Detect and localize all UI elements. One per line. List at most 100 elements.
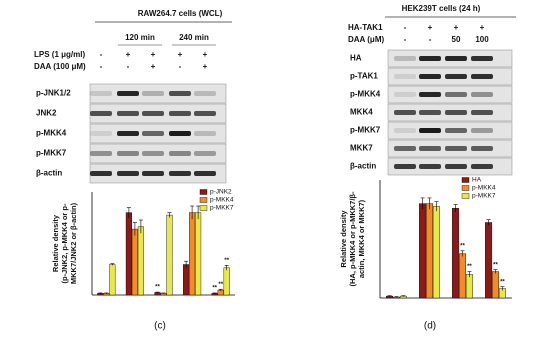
blot-band	[394, 110, 416, 115]
blot-band	[445, 74, 467, 79]
significance: **	[224, 258, 229, 264]
blot-row-label: p-MKK4	[36, 129, 67, 138]
blot-band	[445, 56, 467, 61]
lane-sign: 100	[475, 35, 489, 44]
lane-sign: +	[428, 23, 433, 32]
blot-row-label: p-MKK7	[350, 126, 381, 135]
blot-band	[419, 92, 441, 97]
bar	[137, 226, 144, 296]
bar	[459, 253, 467, 299]
blot-band	[445, 128, 467, 133]
blot-band	[419, 146, 441, 151]
blot-row-label: p-JNK1/2	[36, 89, 71, 98]
blot-band	[471, 164, 493, 169]
blot-band	[419, 110, 441, 115]
blot-row-label: MKK4	[350, 108, 373, 117]
time-label: 240 min	[179, 33, 209, 42]
blot-band	[117, 111, 139, 116]
blot-band	[117, 131, 139, 136]
blot-row-label: β-actin	[36, 169, 62, 178]
lane-sign: +	[126, 50, 131, 59]
blot-band	[394, 164, 416, 169]
blot-band	[117, 151, 139, 156]
lane-sign: +	[151, 50, 156, 59]
blot-band	[394, 92, 416, 97]
blot-band	[169, 91, 191, 96]
legend-label: p-JNK2	[210, 189, 232, 196]
blot-row-label: JNK2	[36, 109, 57, 118]
legend-swatch	[461, 193, 470, 199]
blot-band	[394, 74, 416, 79]
significance: **	[155, 285, 160, 291]
blot-band	[471, 56, 493, 61]
bar	[452, 208, 460, 299]
blot-band	[419, 164, 441, 169]
lane-sign: -	[100, 50, 103, 59]
blot-row-label: β-actin	[350, 162, 376, 171]
blot-strip	[89, 143, 227, 164]
blot-band	[90, 171, 112, 176]
blot-band	[90, 111, 112, 116]
legend-swatch	[199, 189, 208, 195]
bar	[189, 212, 196, 296]
bar	[109, 264, 116, 296]
legend-label: p-MKK7	[472, 193, 496, 200]
blot-row-label: p-TAK1	[350, 72, 378, 81]
blot-band	[90, 131, 112, 136]
lane-sign: -	[127, 62, 130, 71]
blot-row-label: p-MKK4	[350, 90, 381, 99]
bar	[125, 212, 132, 296]
legend-label: p-MKK7	[210, 205, 234, 212]
blot-band	[169, 131, 191, 136]
blot-band	[142, 111, 164, 116]
blot-band	[445, 92, 467, 97]
lane-sign: -	[429, 35, 432, 44]
legend-label: p-MKK4	[210, 197, 234, 204]
blot-band	[419, 128, 441, 133]
treatment-name: LPS (1 μg/ml)	[34, 50, 85, 59]
y-axis-label: Relative density	[51, 214, 60, 272]
lane-sign: +	[454, 23, 459, 32]
significance: **	[500, 279, 505, 285]
blot-row-label: MKK7	[350, 144, 373, 153]
blot-band	[117, 91, 139, 96]
blot-band	[142, 171, 164, 176]
blot-band	[394, 56, 416, 61]
blot-row-label: HA	[350, 54, 362, 63]
time-label: 120 min	[125, 33, 155, 42]
bar	[183, 264, 190, 296]
blot-band	[90, 91, 112, 96]
blot-band	[445, 146, 467, 151]
panel-label: (d)	[424, 321, 436, 332]
cell-line: HEK239T cells (24 h)	[402, 4, 481, 13]
blot-band	[142, 151, 164, 156]
lane-sign: +	[480, 23, 485, 32]
blot-band	[471, 110, 493, 115]
blot-band	[169, 171, 191, 176]
bar	[426, 203, 434, 299]
blot-band	[194, 131, 216, 136]
lane-sign: -	[404, 35, 407, 44]
blot-band	[194, 111, 216, 116]
legend-swatch	[199, 205, 208, 211]
blot-band	[142, 131, 164, 136]
bar	[432, 206, 440, 299]
blot-band	[471, 146, 493, 151]
significance: **	[218, 282, 223, 288]
blot-band	[471, 92, 493, 97]
blot-band	[169, 151, 191, 156]
blot-band	[142, 91, 164, 96]
y-axis-label: (p-JNK2, p-MKK4 or p-	[60, 203, 69, 283]
blot-band	[117, 171, 139, 176]
bar	[195, 212, 202, 296]
lane-sign: -	[100, 62, 103, 71]
blot-row-label: p-MKK7	[36, 149, 67, 158]
lane-sign: +	[203, 62, 208, 71]
y-axis-label: Relative density	[339, 210, 348, 268]
lane-sign: -	[179, 62, 182, 71]
blot-band	[471, 128, 493, 133]
blot-band	[471, 74, 493, 79]
treatment-name: DAA (μM)	[348, 35, 384, 44]
y-axis-label: MKK7/JNK2 or β-actin)	[69, 202, 78, 284]
